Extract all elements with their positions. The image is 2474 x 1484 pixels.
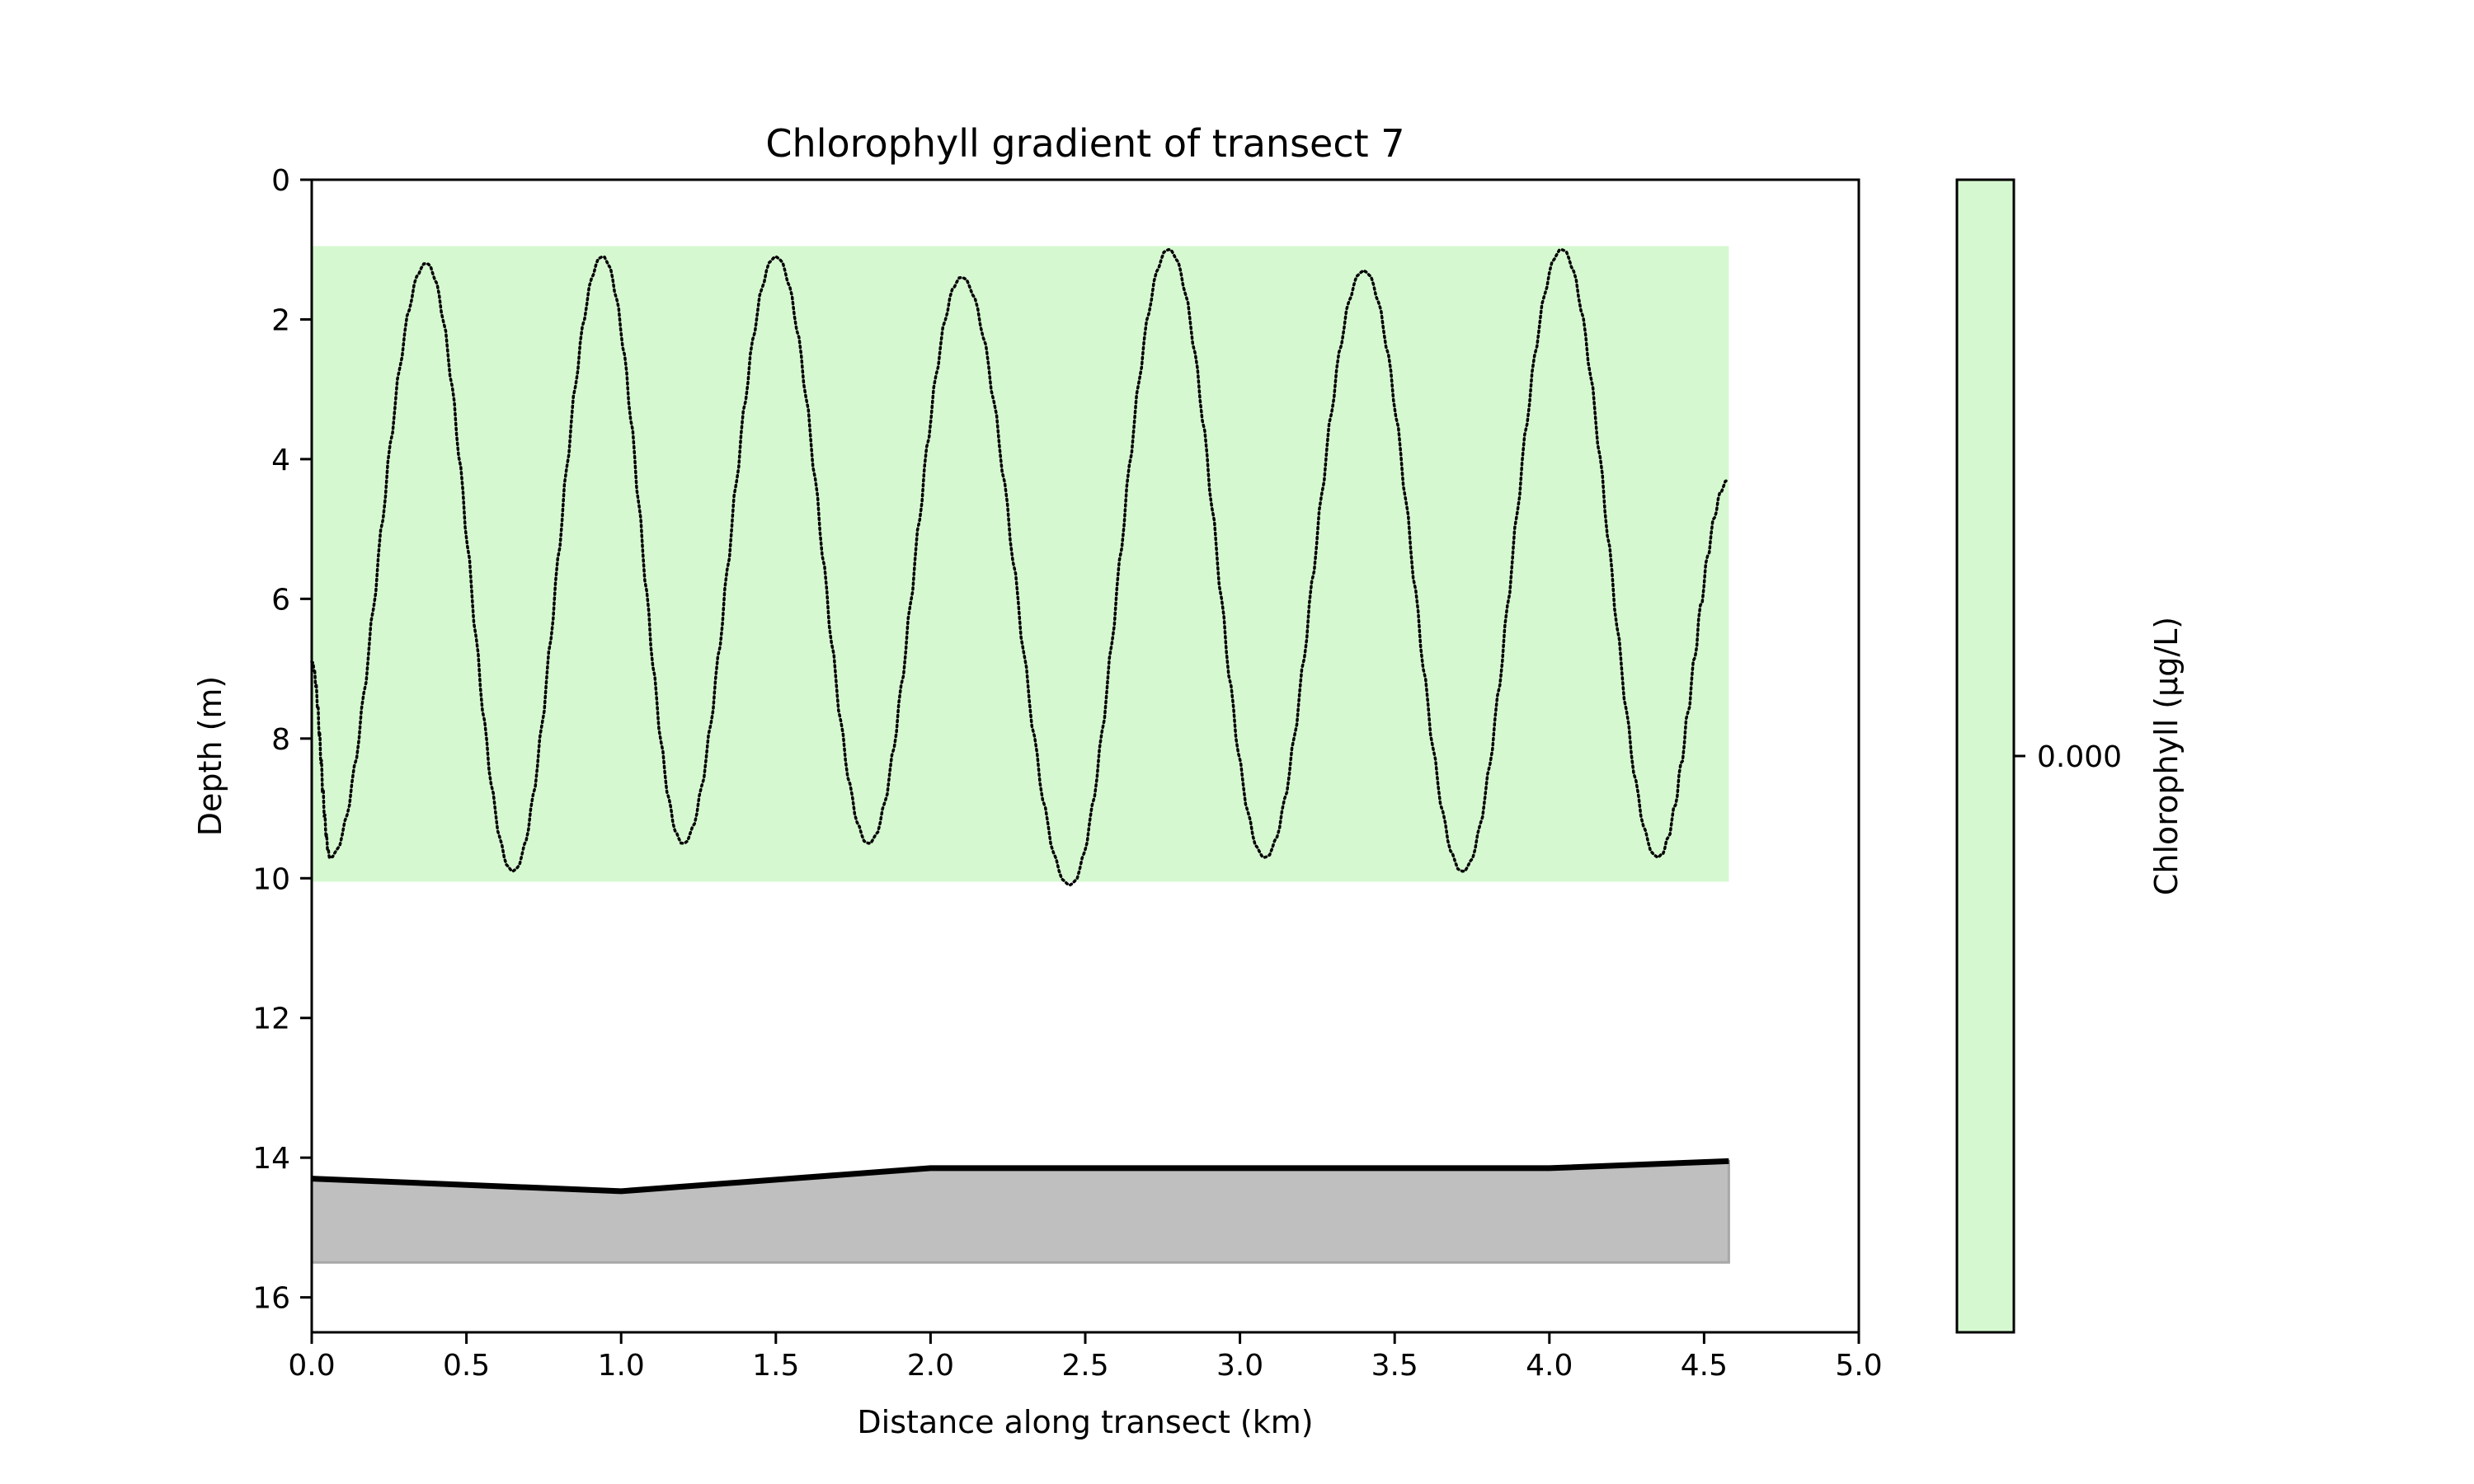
- y-tick-label: 12: [252, 1003, 290, 1036]
- y-tick-label: 2: [271, 303, 290, 337]
- x-axis: 0.0 0.5 1.0 1.5 2.0 2.5 3.0 3.5 4.0 4.5 5.0: [288, 1332, 1883, 1383]
- colorbar-label: Chlorophyll (µg/L): [2148, 617, 2185, 895]
- chlorophyll-field: [312, 246, 1729, 882]
- x-axis-label: Distance along transect (km): [857, 1404, 1313, 1440]
- colorbar-tick-label: 0.000: [2037, 740, 2122, 774]
- colorbar: [1955, 178, 2015, 1334]
- y-tick-label: 16: [252, 1282, 290, 1316]
- x-tick-label: 0.5: [443, 1349, 490, 1383]
- y-tick-label: 8: [271, 723, 290, 757]
- y-axis-label: Depth (m): [192, 676, 228, 837]
- x-tick-label: 1.0: [598, 1349, 645, 1383]
- y-tick-label: 14: [252, 1142, 290, 1176]
- y-axis: 0 2 4 6 8 10 12 14 16: [252, 164, 312, 1316]
- x-tick-label: 5.0: [1835, 1349, 1882, 1383]
- x-tick-label: 4.5: [1681, 1349, 1728, 1383]
- chart-title: Chlorophyll gradient of transect 7: [765, 121, 1404, 166]
- x-tick-label: 4.0: [1526, 1349, 1573, 1383]
- tow-path-line: [310, 247, 1731, 887]
- x-tick-label: 2.0: [907, 1349, 954, 1383]
- seabed-line: [311, 1158, 1729, 1195]
- y-tick-label: 0: [271, 164, 290, 198]
- x-tick-label: 0.0: [288, 1349, 335, 1383]
- y-tick-label: 4: [271, 444, 290, 477]
- x-tick-label: 2.5: [1061, 1349, 1108, 1383]
- x-tick-label: 3.5: [1371, 1349, 1418, 1383]
- plot-area: [310, 246, 1731, 1264]
- y-tick-label: 10: [252, 862, 290, 896]
- y-tick-label: 6: [271, 583, 290, 617]
- x-tick-label: 1.5: [752, 1349, 799, 1383]
- x-tick-label: 3.0: [1216, 1349, 1263, 1383]
